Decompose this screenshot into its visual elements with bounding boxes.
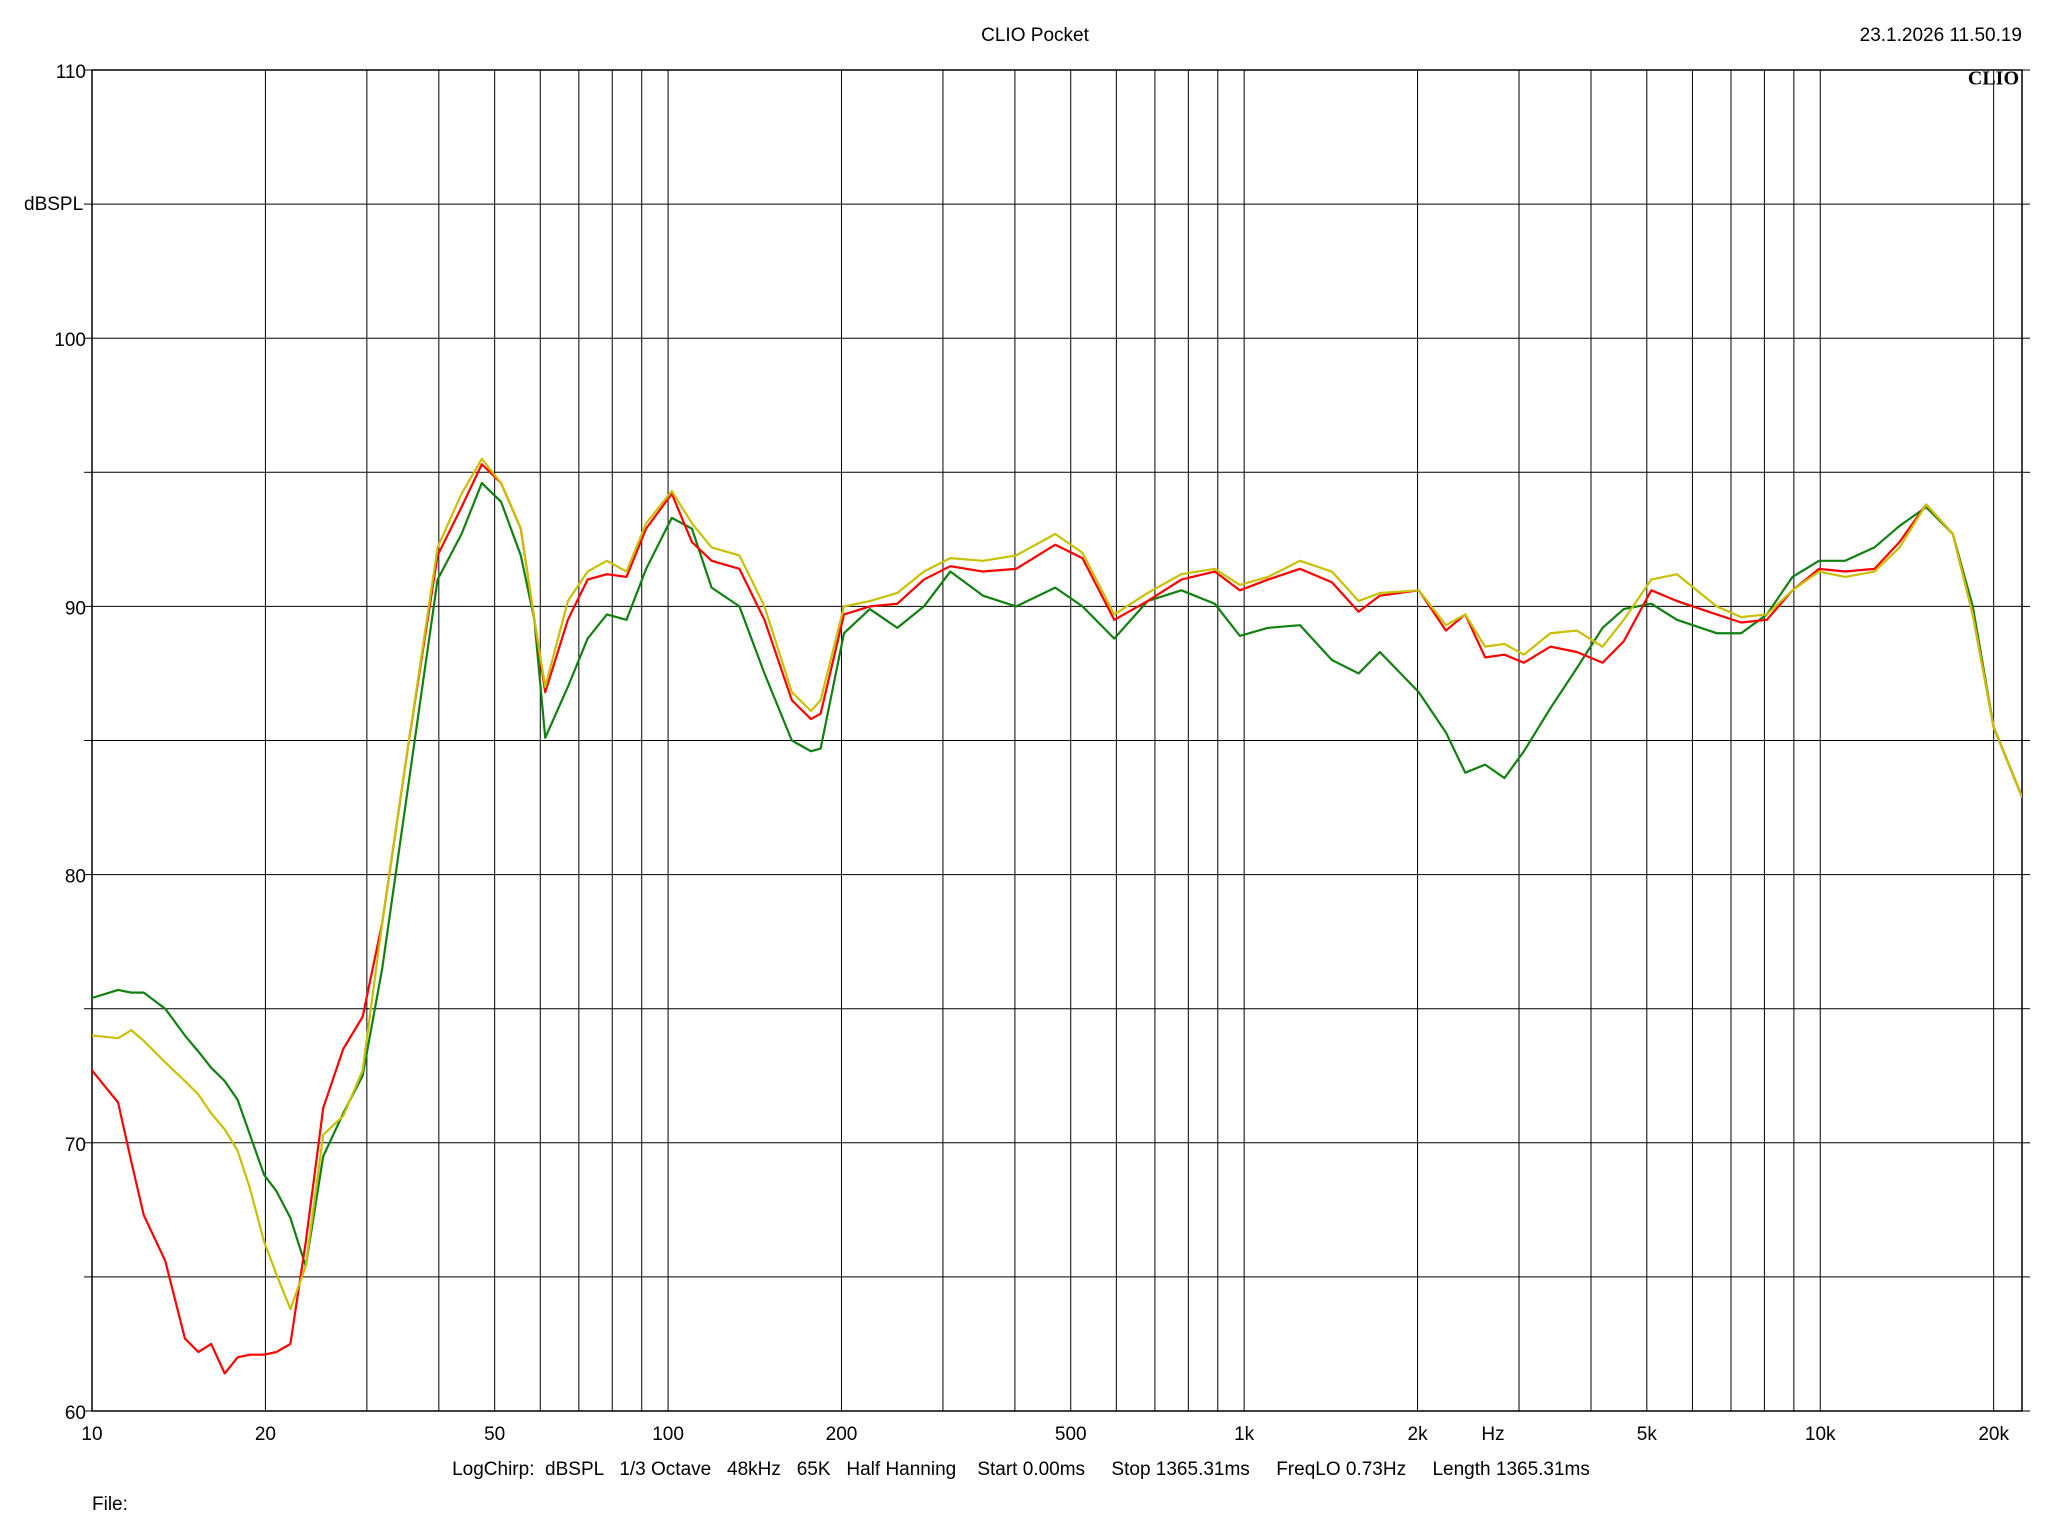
x-tick-label: 100 — [652, 1424, 684, 1445]
x-tick-label: 20k — [1978, 1424, 2009, 1445]
x-tick-label: 20 — [255, 1424, 276, 1445]
x-axis-label: Hz — [1481, 1424, 1504, 1445]
x-tick-label: 10k — [1805, 1424, 1836, 1445]
x-tick-label: 10 — [81, 1424, 102, 1445]
y-tick-label: 60 — [65, 1403, 86, 1424]
data-line — [92, 457, 2022, 1311]
x-tick-label: 200 — [826, 1424, 858, 1445]
chart-title: CLIO Pocket — [981, 25, 1089, 46]
x-tick-label: 50 — [484, 1424, 505, 1445]
y-axis-label: dBSPL — [24, 194, 83, 215]
data-line — [92, 463, 2022, 1375]
x-tick-label: 500 — [1055, 1424, 1087, 1445]
x-tick-label: 1k — [1234, 1424, 1255, 1445]
grid — [91, 69, 2022, 1412]
y-tick-label: 110 — [56, 62, 86, 83]
y-tick-label: 80 — [65, 867, 86, 888]
y-tick-label: 70 — [65, 1135, 86, 1156]
x-tick-label: 5k — [1637, 1424, 1658, 1445]
y-tick-label: 90 — [65, 598, 86, 619]
plot-frame — [91, 69, 2023, 1412]
measurement-info: LogChirp: dBSPL 1/3 Octave 48kHz 65K Hal… — [452, 1459, 1590, 1480]
timestamp: 23.1.2026 11.50.19 — [1860, 25, 2022, 46]
x-tick-label: 2k — [1408, 1424, 1429, 1445]
logo: CLIO — [1968, 68, 2019, 90]
file-label: File: — [92, 1494, 128, 1515]
y-tick-label: 100 — [54, 330, 86, 351]
